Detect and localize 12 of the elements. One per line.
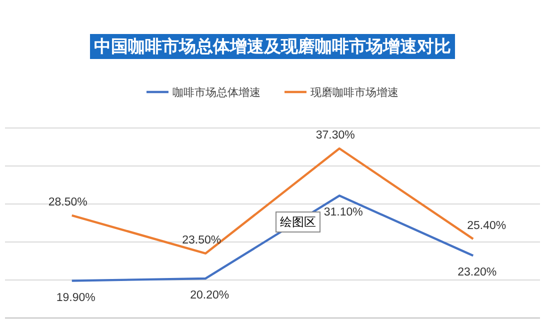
data-label: 23.20%: [458, 266, 497, 279]
data-label: 28.50%: [48, 196, 88, 208]
annotation: 绘图区: [280, 215, 316, 229]
data-label: 37.30%: [316, 130, 355, 142]
legend-label: 咖啡市场总体增速: [172, 86, 260, 99]
data-label: 31.10%: [324, 206, 363, 219]
legend-label: 现磨咖啡市场增速: [310, 86, 398, 99]
data-label: 25.40%: [467, 220, 506, 232]
chart-title: 中国咖啡市场总体增速及现磨咖啡市场增速对比: [94, 37, 451, 56]
data-label: 19.90%: [56, 292, 96, 304]
data-label: 23.50%: [182, 234, 222, 246]
data-label: 20.20%: [190, 289, 230, 302]
